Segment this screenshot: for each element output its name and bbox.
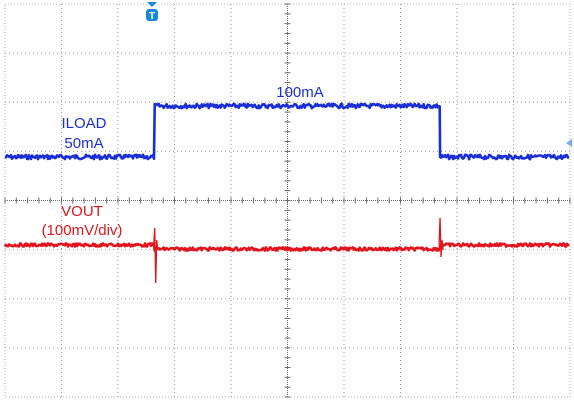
iload-trace xyxy=(4,102,570,161)
channel-offset-marker-icon xyxy=(566,139,572,147)
vout-transient-spike xyxy=(438,217,444,258)
vout-trace xyxy=(3,242,570,252)
trigger-marker-icon: T xyxy=(146,2,158,22)
trigger-marker-label: T xyxy=(149,11,155,22)
vout-scale-label: (100mV/div) xyxy=(42,222,123,239)
grid xyxy=(4,3,571,398)
vout-transient-spike xyxy=(153,227,159,284)
traces xyxy=(3,102,570,284)
iload-high-label: 100mA xyxy=(276,84,324,101)
iload-name-label: ILOAD xyxy=(61,115,106,132)
iload-low-label: 50mA xyxy=(64,135,103,152)
vout-name-label: VOUT xyxy=(61,203,103,220)
